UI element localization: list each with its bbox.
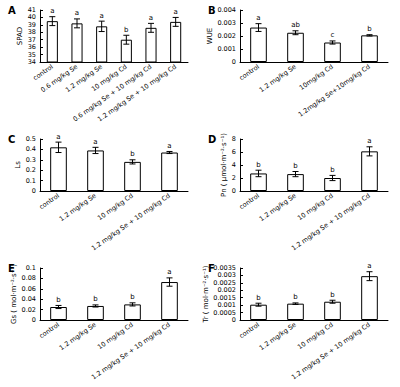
- svg-text:1.2 mg/kg Se: 1.2 mg/kg Se: [258, 192, 298, 223]
- svg-text:b: b: [293, 162, 298, 170]
- svg-text:1.2 mg/kg Se + 10 mg/kg Cd: 1.2 mg/kg Se + 10 mg/kg Cd: [90, 192, 172, 253]
- svg-text:0.6 mg/kg Se + 10 mg/kg Cd: 0.6 mg/kg Se + 10 mg/kg Cd: [71, 62, 154, 124]
- svg-text:c: c: [331, 31, 335, 39]
- svg-text:1.2 mg/kg Se + 10 mg/kg Cd: 1.2 mg/kg Se + 10 mg/kg Cd: [90, 321, 172, 382]
- svg-text:b: b: [124, 26, 129, 34]
- svg-text:2: 2: [232, 174, 236, 182]
- svg-text:0.06: 0.06: [22, 285, 36, 293]
- svg-text:b: b: [93, 295, 98, 303]
- svg-text:40: 40: [28, 13, 36, 21]
- svg-text:a: a: [367, 137, 371, 145]
- svg-text:0.6 mg/kg Se: 0.6 mg/kg Se: [39, 62, 80, 94]
- svg-text:0.001: 0.001: [217, 301, 236, 309]
- svg-text:0.002: 0.002: [217, 286, 236, 294]
- svg-text:b: b: [293, 293, 298, 301]
- svg-text:0.1: 0.1: [26, 264, 36, 272]
- svg-text:control: control: [238, 63, 261, 83]
- svg-text:b: b: [130, 293, 135, 301]
- svg-text:control: control: [238, 321, 261, 341]
- svg-text:F: F: [208, 263, 215, 274]
- svg-text:0.0035: 0.0035: [213, 264, 236, 272]
- svg-text:a: a: [167, 142, 171, 150]
- svg-text:0.5: 0.5: [26, 135, 36, 143]
- svg-text:b: b: [56, 296, 61, 304]
- svg-text:1.2 mg/kg Se: 1.2 mg/kg Se: [64, 62, 104, 94]
- svg-text:b: b: [367, 25, 372, 33]
- svg-text:0.04: 0.04: [22, 295, 36, 303]
- svg-text:a: a: [367, 262, 371, 270]
- svg-text:0.3: 0.3: [26, 156, 36, 164]
- svg-text:ab: ab: [291, 21, 300, 29]
- svg-text:38: 38: [28, 28, 36, 36]
- svg-text:b: b: [256, 294, 261, 302]
- svg-text:10mg/kg Cd: 10mg/kg Cd: [298, 63, 335, 92]
- svg-text:WUE: WUE: [206, 28, 214, 44]
- svg-text:35: 35: [28, 51, 36, 59]
- svg-text:37: 37: [28, 36, 36, 44]
- svg-text:Pn ( μmol·m⁻²·s⁻¹): Pn ( μmol·m⁻²·s⁻¹): [220, 133, 228, 197]
- svg-text:b: b: [330, 291, 335, 299]
- svg-text:B: B: [208, 5, 216, 16]
- svg-text:a: a: [149, 14, 153, 22]
- svg-text:A: A: [8, 5, 16, 16]
- svg-text:0.08: 0.08: [22, 274, 36, 282]
- svg-text:0.002: 0.002: [217, 32, 236, 40]
- svg-text:8: 8: [232, 135, 236, 143]
- svg-text:0.003: 0.003: [217, 19, 236, 27]
- svg-text:Ls: Ls: [14, 161, 22, 169]
- svg-text:a: a: [56, 133, 60, 141]
- svg-text:control: control: [31, 62, 55, 83]
- svg-text:1.2mg/kg Se+10mg/kg Cd: 1.2mg/kg Se+10mg/kg Cd: [297, 63, 372, 119]
- svg-text:1.2 mg/kg Se + 10 mg/kg Cd: 1.2 mg/kg Se + 10 mg/kg Cd: [290, 321, 372, 382]
- svg-text:control: control: [38, 192, 61, 212]
- svg-text:1.2 mg/kg Se: 1.2 mg/kg Se: [58, 321, 98, 352]
- svg-text:a: a: [100, 12, 104, 20]
- svg-text:control: control: [238, 192, 261, 212]
- svg-text:control: control: [38, 321, 61, 341]
- svg-text:0.004: 0.004: [217, 6, 236, 14]
- svg-text:a: a: [174, 8, 178, 16]
- svg-text:0.02: 0.02: [22, 306, 36, 314]
- svg-text:4: 4: [232, 161, 236, 169]
- svg-text:C: C: [8, 134, 15, 145]
- svg-text:a: a: [75, 9, 79, 17]
- svg-text:0.0025: 0.0025: [213, 279, 236, 287]
- svg-text:0.2: 0.2: [26, 166, 36, 174]
- svg-text:Gs ( mol·m⁻²·s⁻¹): Gs ( mol·m⁻²·s⁻¹): [10, 264, 19, 324]
- svg-text:0.4: 0.4: [26, 145, 36, 153]
- svg-text:0.1: 0.1: [26, 177, 36, 185]
- svg-text:0.001: 0.001: [217, 45, 236, 53]
- svg-text:Tr ( mol·m⁻²·s⁻¹): Tr ( mol·m⁻²·s⁻¹): [202, 265, 210, 323]
- svg-text:0: 0: [232, 58, 236, 66]
- svg-text:b: b: [330, 166, 335, 174]
- svg-text:a: a: [50, 7, 54, 15]
- svg-text:a: a: [256, 14, 260, 22]
- svg-text:0: 0: [32, 187, 36, 195]
- svg-text:36: 36: [28, 43, 36, 51]
- svg-text:0: 0: [32, 316, 36, 324]
- svg-text:1.2 mg/kg Se + 10 mg/kg Cd: 1.2 mg/kg Se + 10 mg/kg Cd: [290, 192, 372, 253]
- svg-text:34: 34: [28, 58, 36, 66]
- svg-text:0: 0: [232, 187, 236, 195]
- svg-text:b: b: [130, 150, 135, 158]
- svg-text:SPAD: SPAD: [16, 27, 24, 45]
- svg-text:41: 41: [28, 6, 36, 14]
- svg-text:1.2 mg/kg Se: 1.2 mg/kg Se: [258, 63, 298, 94]
- svg-text:0.0005: 0.0005: [213, 309, 236, 317]
- svg-text:0: 0: [232, 316, 236, 324]
- svg-text:a: a: [93, 138, 97, 146]
- svg-text:D: D: [208, 134, 216, 145]
- svg-text:a: a: [167, 268, 171, 276]
- svg-text:E: E: [8, 263, 15, 274]
- svg-text:1.2 mg/kg Se + 10 mg/kg Cd: 1.2 mg/kg Se + 10 mg/kg Cd: [96, 63, 178, 124]
- svg-text:39: 39: [28, 21, 36, 29]
- svg-text:6: 6: [232, 148, 236, 156]
- svg-text:0.003: 0.003: [217, 271, 236, 279]
- svg-text:1.2 mg/kg Se: 1.2 mg/kg Se: [58, 192, 98, 223]
- svg-text:1.2 mg/kg Se: 1.2 mg/kg Se: [258, 321, 298, 352]
- svg-text:0.0015: 0.0015: [213, 294, 236, 302]
- svg-text:b: b: [256, 161, 261, 169]
